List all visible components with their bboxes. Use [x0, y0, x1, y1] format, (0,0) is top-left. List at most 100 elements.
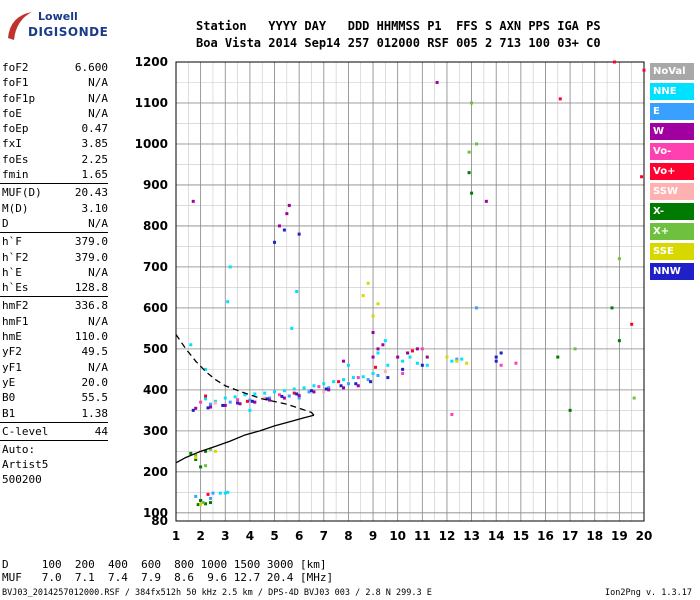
data-point-x-	[467, 171, 471, 175]
param-row: h`F2 379.0	[0, 250, 108, 265]
param-value: N/A	[88, 360, 108, 374]
data-point-nnw	[221, 403, 225, 407]
data-point-nne	[290, 326, 294, 330]
x-tick-label: 19	[611, 529, 628, 543]
data-point-nnw	[250, 399, 254, 403]
legend-item: SSW	[650, 183, 694, 200]
data-point-vo-	[236, 398, 240, 402]
data-point-nne	[386, 363, 390, 367]
data-point-x-	[204, 502, 208, 506]
data-point-w	[208, 405, 212, 409]
legend-item: NNW	[650, 263, 694, 280]
data-point-e	[297, 396, 301, 400]
plot-border	[175, 61, 645, 522]
data-point-nne	[460, 357, 464, 361]
param-row: foEs 2.25	[0, 152, 108, 167]
data-point-e	[211, 491, 215, 495]
data-point-sse	[371, 314, 375, 318]
data-point-x-	[568, 408, 572, 412]
data-point-nne	[415, 361, 419, 365]
data-point-w	[425, 355, 429, 359]
data-point-nnw	[499, 351, 503, 355]
param-name: h`F2	[2, 250, 29, 264]
param-value: N/A	[88, 76, 108, 90]
data-point-nne	[223, 396, 227, 400]
distance-row: D 100 200 400 600 800 1000 1500 3000 [km…	[2, 558, 327, 571]
x-tick-label: 8	[344, 529, 352, 543]
x-tick-label: 15	[512, 529, 529, 543]
y-tick-label: 600	[143, 301, 168, 315]
data-point-x-	[201, 501, 205, 505]
data-point-w	[435, 80, 439, 84]
y-tick-label: 1200	[135, 55, 168, 69]
y-tick-label: 80	[151, 514, 168, 528]
data-point-nne	[263, 391, 267, 395]
data-point-x-	[470, 101, 474, 105]
data-point-e	[268, 396, 272, 400]
param-name: MUF(D)	[2, 186, 42, 200]
y-tick-label: 200	[143, 465, 168, 479]
data-point-sse	[361, 294, 365, 298]
data-point-e	[346, 382, 350, 386]
param-row: MUF(D) 20.43	[0, 185, 108, 200]
data-point-sse	[445, 355, 449, 359]
param-name: h`Es	[2, 281, 29, 295]
data-point-w	[371, 355, 375, 359]
data-point-ssw	[322, 390, 326, 394]
data-point-nne	[302, 386, 306, 390]
data-point-nne	[243, 393, 247, 397]
y-tick-label: 300	[143, 424, 168, 438]
data-point-nnw	[295, 392, 299, 396]
data-point-vo-	[499, 363, 503, 367]
data-point-vo-	[630, 322, 634, 326]
x-tick-label: 3	[221, 529, 229, 543]
data-point-sse	[366, 281, 370, 285]
data-point-x-	[632, 396, 636, 400]
data-point-x-	[199, 499, 203, 503]
data-point-nnw	[309, 389, 313, 393]
param-row: foF1p N/A	[0, 91, 108, 106]
header-line2: Boa Vista 2014 Sep14 257 012000 RSF 005 …	[196, 36, 601, 50]
data-point-e	[327, 386, 331, 390]
data-point-w	[396, 355, 400, 359]
param-name: h`F	[2, 235, 22, 249]
data-point-w	[327, 388, 331, 392]
data-point-vo-	[337, 380, 341, 384]
data-point-nne	[401, 359, 405, 363]
param-row: hmF2 336.8	[0, 298, 108, 313]
logo-swoosh-icon	[8, 12, 32, 40]
x-tick-label: 2	[196, 529, 204, 543]
param-separator	[0, 440, 108, 442]
data-point-x-	[467, 150, 471, 154]
data-point-e	[228, 400, 232, 404]
data-point-nnw	[386, 376, 390, 380]
data-point-nne	[282, 389, 286, 393]
data-point-w	[406, 351, 410, 355]
data-point-nne	[223, 491, 227, 495]
data-point-w	[312, 390, 316, 394]
data-point-w	[356, 384, 360, 388]
param-name: foEs	[2, 152, 29, 166]
profile-extrapolation	[175, 334, 315, 416]
digisonde-logo: Lowell DIGISONDE	[4, 8, 108, 54]
param-row: D N/A	[0, 216, 108, 231]
y-tick-label: 1000	[135, 137, 168, 151]
data-point-nne	[312, 384, 316, 388]
data-point-x-	[196, 503, 200, 507]
data-point-x-	[194, 458, 198, 462]
x-tick-label: 10	[389, 529, 406, 543]
param-value: 49.5	[81, 345, 109, 359]
param-value: N/A	[88, 314, 108, 328]
data-point-nne	[383, 339, 387, 343]
data-point-e	[194, 494, 198, 498]
data-point-ssw	[263, 396, 267, 400]
data-point-e	[455, 357, 459, 361]
data-point-vo-	[401, 371, 405, 375]
y-tick-label: 100	[143, 506, 168, 520]
param-value: 379.0	[74, 250, 108, 264]
autoscale-info: Artist5	[2, 458, 49, 472]
legend-item: X+	[650, 223, 694, 240]
data-point-vo-	[640, 175, 644, 179]
data-point-x-	[204, 464, 208, 468]
